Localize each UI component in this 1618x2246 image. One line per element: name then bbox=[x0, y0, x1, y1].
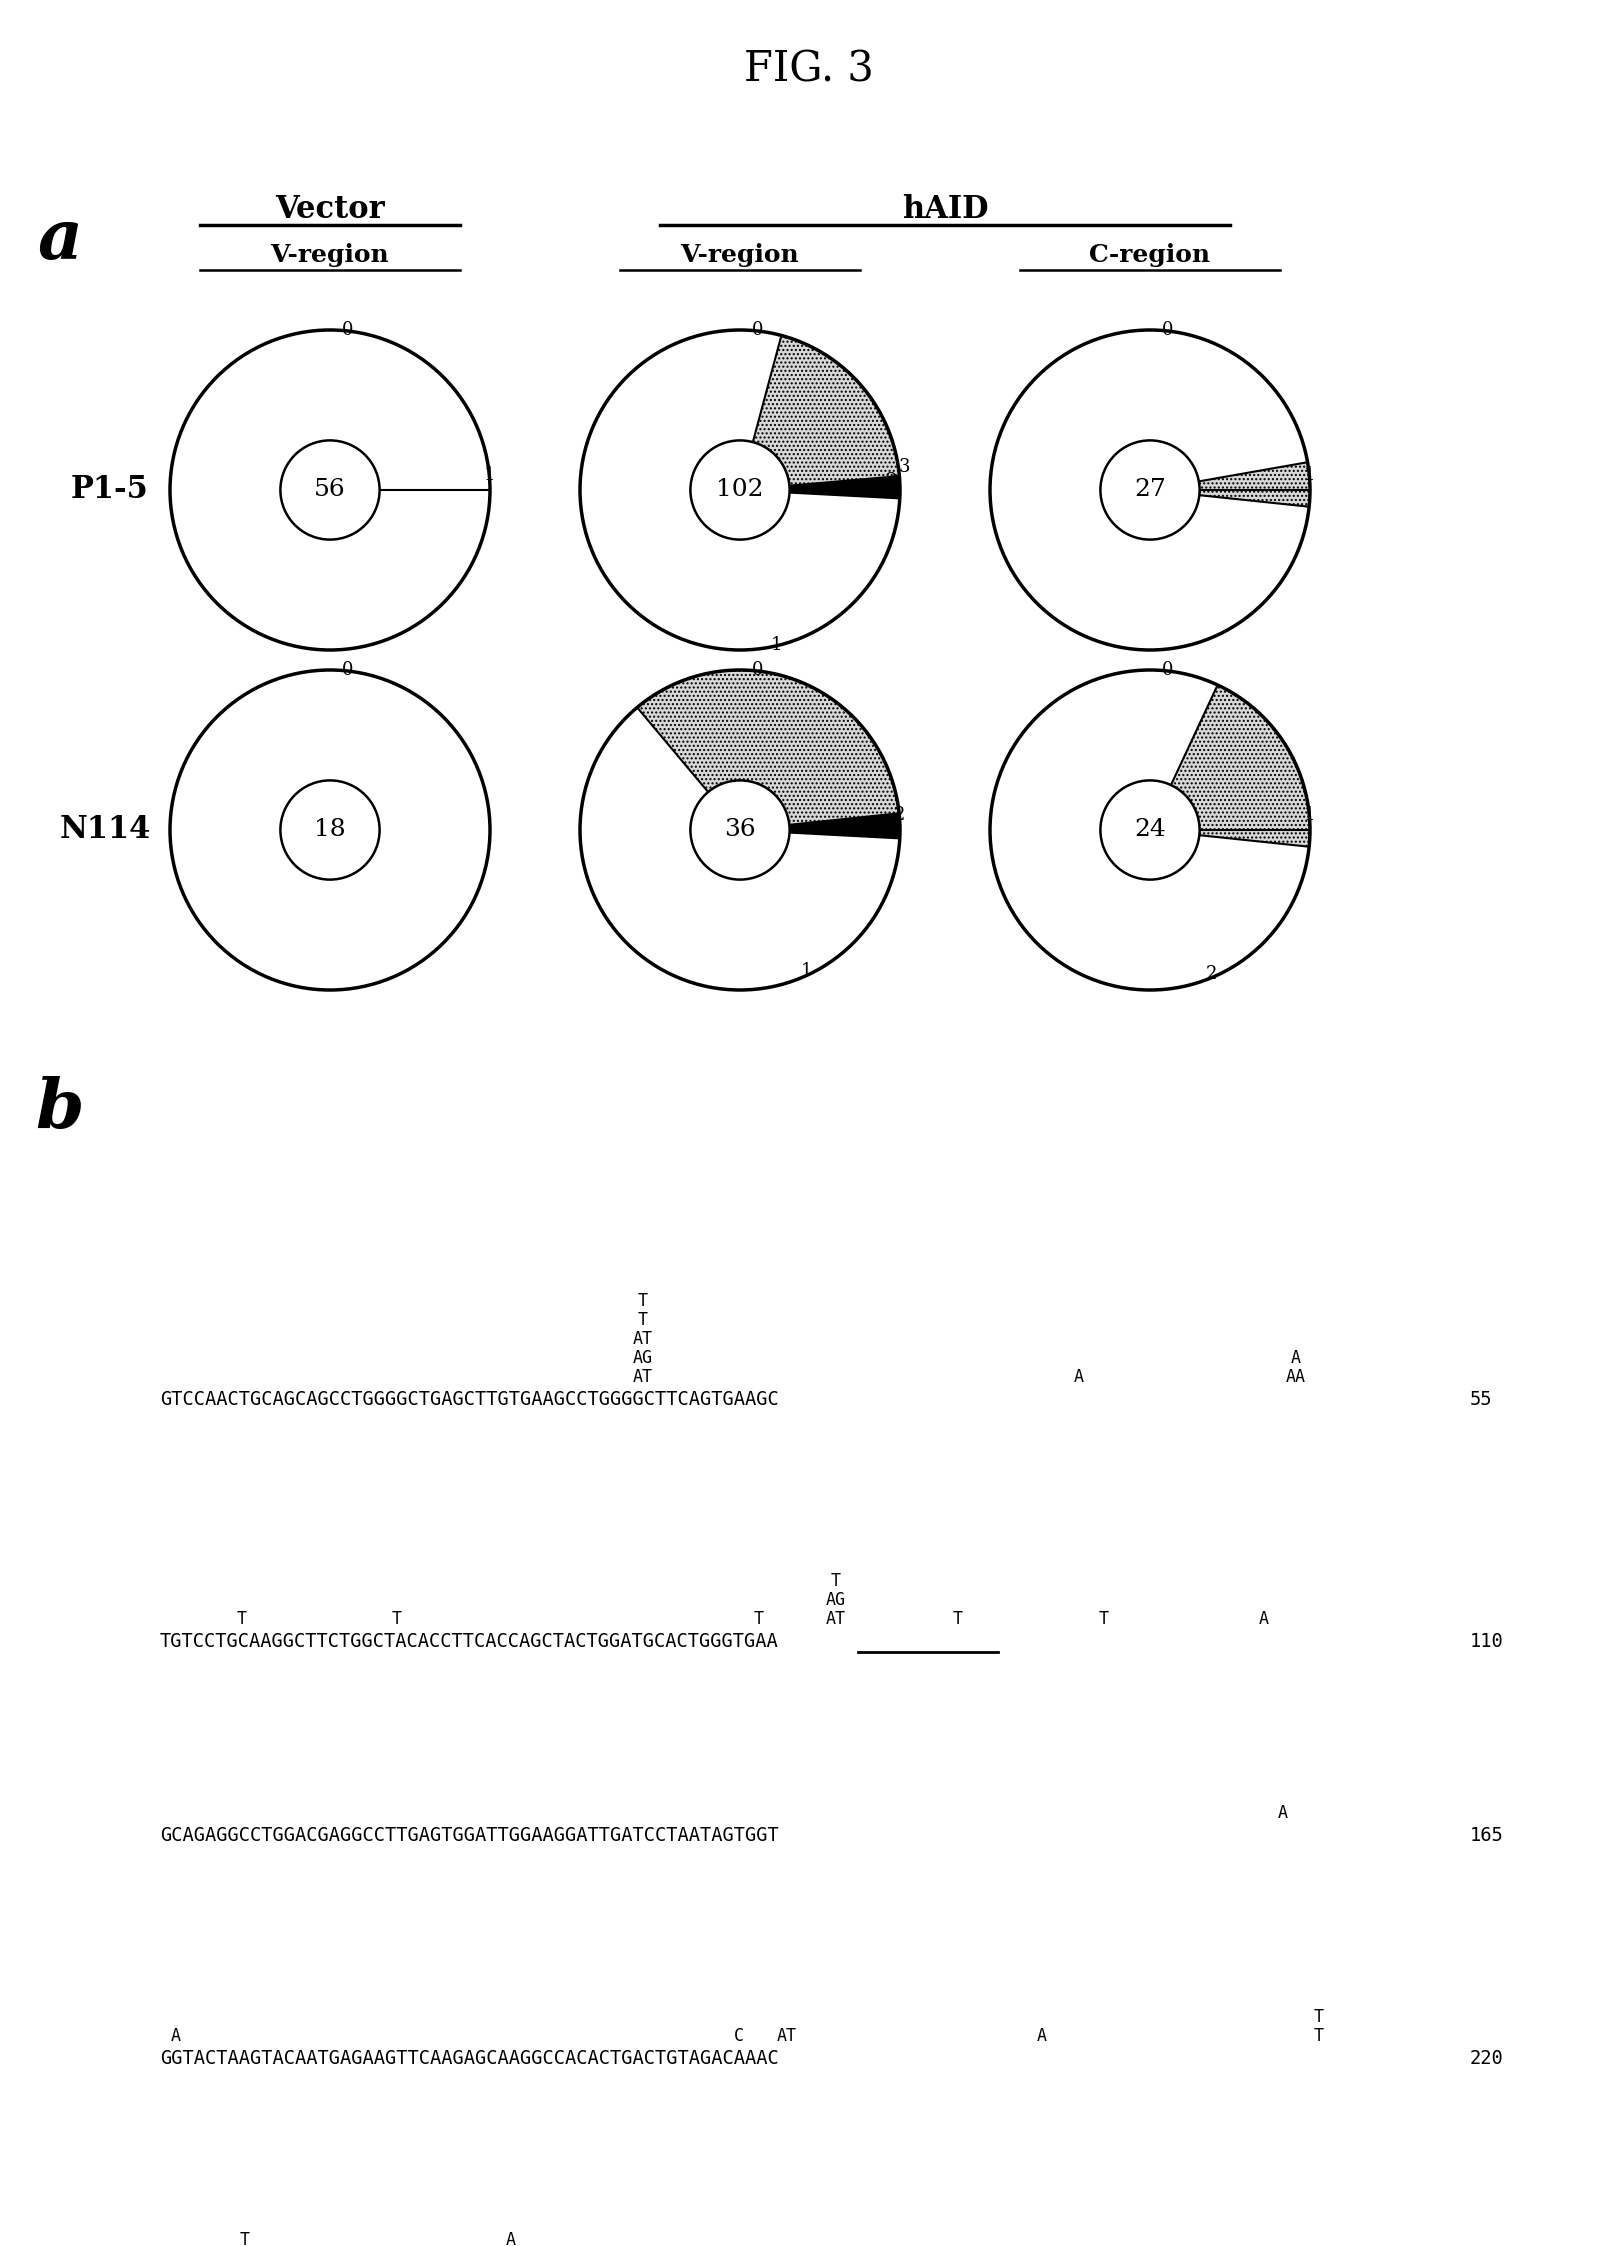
Text: 0: 0 bbox=[1162, 660, 1173, 678]
Text: 165: 165 bbox=[1471, 1826, 1503, 1844]
Text: 0: 0 bbox=[343, 321, 354, 339]
Text: T: T bbox=[239, 2230, 249, 2246]
Text: N114: N114 bbox=[60, 815, 150, 844]
Text: 55: 55 bbox=[1471, 1390, 1492, 1408]
Text: 56: 56 bbox=[314, 478, 346, 501]
Text: AA: AA bbox=[1285, 1368, 1306, 1386]
Text: A: A bbox=[170, 2026, 180, 2046]
Text: 2: 2 bbox=[1207, 964, 1218, 982]
Text: T: T bbox=[830, 1572, 841, 1590]
Text: FIG. 3: FIG. 3 bbox=[744, 49, 874, 92]
Text: C-region: C-region bbox=[1089, 243, 1210, 267]
Text: GCAGAGGCCTGGACGAGGCCTTGAGTGGATTGGAAGGATTGATCCTAATAGTGGT: GCAGAGGCCTGGACGAGGCCTTGAGTGGATTGGAAGGATT… bbox=[160, 1826, 778, 1844]
Text: A: A bbox=[1037, 2026, 1047, 2046]
Text: T: T bbox=[953, 1610, 963, 1628]
Circle shape bbox=[280, 779, 380, 880]
Text: AT: AT bbox=[777, 2026, 798, 2046]
Wedge shape bbox=[1150, 463, 1311, 508]
Text: a: a bbox=[37, 207, 83, 274]
Text: hAID: hAID bbox=[901, 195, 989, 225]
Text: A: A bbox=[1074, 1368, 1084, 1386]
Text: P1-5: P1-5 bbox=[71, 474, 149, 505]
Text: T: T bbox=[392, 1610, 401, 1628]
Circle shape bbox=[1100, 440, 1199, 539]
Text: 1: 1 bbox=[1304, 806, 1315, 824]
Text: 24: 24 bbox=[1134, 818, 1167, 842]
Text: V-region: V-region bbox=[681, 243, 799, 267]
Wedge shape bbox=[1150, 685, 1311, 847]
Text: T: T bbox=[637, 1291, 647, 1309]
Wedge shape bbox=[739, 476, 900, 499]
Text: 1: 1 bbox=[1304, 465, 1315, 483]
Text: 220: 220 bbox=[1471, 2048, 1503, 2069]
Text: T: T bbox=[1314, 2008, 1324, 2026]
Text: T: T bbox=[1314, 2026, 1324, 2046]
Text: 0: 0 bbox=[343, 660, 354, 678]
Text: 2: 2 bbox=[887, 472, 898, 490]
Text: V-region: V-region bbox=[270, 243, 390, 267]
Text: 102: 102 bbox=[717, 478, 764, 501]
Text: T: T bbox=[754, 1610, 764, 1628]
Wedge shape bbox=[739, 813, 900, 838]
Circle shape bbox=[280, 440, 380, 539]
Text: 27: 27 bbox=[1134, 478, 1167, 501]
Text: T: T bbox=[637, 1312, 647, 1330]
Text: T: T bbox=[1099, 1610, 1108, 1628]
Text: AG: AG bbox=[633, 1350, 652, 1368]
Text: AG: AG bbox=[825, 1590, 846, 1608]
Text: 1: 1 bbox=[484, 465, 495, 483]
Text: A: A bbox=[1291, 1350, 1301, 1368]
Text: 0: 0 bbox=[752, 660, 764, 678]
Text: 110: 110 bbox=[1471, 1633, 1503, 1651]
Text: 0: 0 bbox=[752, 321, 764, 339]
Text: 1: 1 bbox=[801, 961, 812, 979]
Text: GTCCAACTGCAGCAGCCTGGGGCTGAGCTTGTGAAGCCTGGGGCTTCAGTGAAGC: GTCCAACTGCAGCAGCCTGGGGCTGAGCTTGTGAAGCCTG… bbox=[160, 1390, 778, 1408]
Text: GGTACTAAGTACAATGAGAAGTTCAAGAGCAAGGCCACACTGACTGTAGACAAAC: GGTACTAAGTACAATGAGAAGTTCAAGAGCAAGGCCACAC… bbox=[160, 2048, 778, 2069]
Text: 3: 3 bbox=[900, 458, 911, 476]
Text: AT: AT bbox=[633, 1330, 652, 1348]
Text: T: T bbox=[236, 1610, 248, 1628]
Text: A: A bbox=[1278, 1804, 1288, 1822]
Circle shape bbox=[1100, 779, 1199, 880]
Wedge shape bbox=[739, 335, 900, 490]
Text: AT: AT bbox=[633, 1368, 652, 1386]
Text: C: C bbox=[733, 2026, 744, 2046]
Text: Vector: Vector bbox=[275, 195, 385, 225]
Text: A: A bbox=[1259, 1610, 1269, 1628]
Text: b: b bbox=[36, 1076, 84, 1143]
Text: 1: 1 bbox=[770, 636, 783, 654]
Text: A: A bbox=[506, 2230, 516, 2246]
Text: AT: AT bbox=[825, 1610, 846, 1628]
Circle shape bbox=[691, 440, 790, 539]
Text: TGTCCTGCAAGGCTTCTGGCTACACCTTCACCAGCTACTGGATGCACTGGGTGAA: TGTCCTGCAAGGCTTCTGGCTACACCTTCACCAGCTACTG… bbox=[160, 1633, 778, 1651]
Wedge shape bbox=[637, 669, 900, 831]
Circle shape bbox=[691, 779, 790, 880]
Text: 18: 18 bbox=[314, 818, 346, 842]
Text: 0: 0 bbox=[1162, 321, 1173, 339]
Text: 2: 2 bbox=[895, 806, 906, 824]
Text: 36: 36 bbox=[725, 818, 756, 842]
